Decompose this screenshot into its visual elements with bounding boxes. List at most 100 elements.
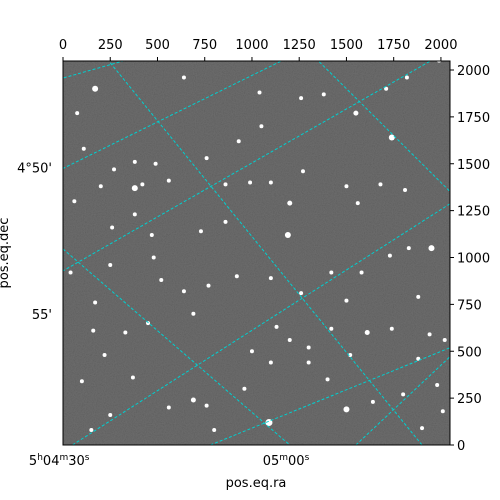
star	[403, 188, 408, 192]
star	[212, 428, 217, 432]
star	[198, 229, 203, 234]
right-tick-label: 750	[457, 298, 482, 313]
star	[166, 178, 171, 183]
star	[370, 399, 375, 404]
top-tick-label: 1500	[330, 38, 363, 53]
star	[234, 274, 239, 279]
star	[68, 270, 73, 275]
right-tick-label: 0	[457, 439, 465, 454]
top-tick-label: 1000	[235, 38, 268, 53]
star	[428, 245, 435, 252]
right-tick-label: 2000	[457, 64, 490, 79]
star	[102, 353, 107, 357]
right-tick-label: 1000	[457, 252, 490, 267]
star	[257, 90, 262, 95]
star	[190, 397, 196, 403]
image-area	[63, 61, 450, 445]
star	[204, 403, 209, 408]
image-background	[63, 61, 450, 445]
right-tick-label: 1750	[457, 111, 490, 126]
star	[306, 360, 311, 365]
star	[329, 270, 334, 275]
star	[89, 428, 94, 432]
top-tick-label: 500	[145, 38, 170, 53]
ra-tick-label: 5h04m30s	[29, 453, 90, 469]
star	[420, 426, 425, 431]
star	[140, 182, 145, 187]
star	[223, 219, 228, 224]
star	[284, 232, 291, 238]
star	[359, 270, 364, 275]
right-tick-label: 250	[457, 392, 482, 407]
top-tick-label: 2000	[424, 38, 457, 53]
star	[427, 332, 432, 337]
star	[81, 146, 86, 151]
star	[344, 184, 349, 189]
star	[130, 375, 135, 380]
star	[389, 326, 394, 331]
star	[123, 330, 128, 335]
dec-tick-label: 55'	[32, 308, 52, 323]
star	[442, 338, 447, 342]
y-axis-title: pos.eq.dec	[0, 218, 12, 289]
right-pixel-axis: 0 250 500 750 1000 1250 1500 1750 2000	[450, 64, 490, 454]
right-tick-label: 1500	[457, 158, 490, 173]
star	[72, 199, 77, 204]
grid-line	[317, 61, 450, 193]
star	[404, 75, 409, 80]
star	[299, 291, 304, 296]
right-tick-label: 500	[457, 345, 482, 360]
star	[440, 409, 445, 414]
star	[242, 386, 247, 391]
star	[406, 246, 411, 251]
grid-line	[63, 61, 283, 170]
star	[132, 159, 137, 164]
grid-line	[63, 61, 432, 272]
ra-tick-label: 05m00s	[263, 453, 310, 469]
star	[343, 406, 350, 413]
star	[92, 85, 99, 92]
star	[435, 383, 440, 387]
star	[401, 392, 406, 397]
star	[132, 212, 137, 217]
star	[93, 300, 98, 305]
star	[159, 278, 164, 282]
star	[151, 255, 156, 260]
star	[191, 311, 196, 316]
star	[274, 324, 279, 329]
star	[364, 330, 370, 335]
star	[353, 110, 359, 116]
star	[329, 326, 334, 331]
star	[378, 182, 383, 187]
star	[236, 139, 241, 144]
star	[108, 263, 113, 267]
star	[110, 225, 115, 230]
star	[166, 405, 171, 410]
star	[355, 201, 360, 206]
star	[388, 134, 395, 141]
star	[306, 345, 311, 350]
star	[75, 111, 80, 116]
top-tick-label: 1750	[377, 38, 410, 53]
star	[300, 169, 305, 174]
star	[204, 156, 209, 161]
star	[321, 92, 326, 97]
star	[384, 86, 389, 91]
star	[108, 413, 113, 417]
top-tick-label: 250	[98, 38, 123, 53]
star	[249, 349, 254, 354]
grid-line	[72, 203, 450, 445]
star	[268, 180, 273, 185]
star	[112, 167, 117, 172]
star	[248, 180, 253, 185]
star	[98, 184, 103, 189]
star	[131, 185, 138, 192]
dec-tick-label: 4°50'	[17, 162, 52, 177]
x-axis-title: pos.eq.ra	[226, 476, 287, 491]
star	[344, 298, 349, 303]
top-tick-label: 750	[192, 38, 217, 53]
star	[223, 182, 228, 187]
stars-layer	[68, 61, 447, 432]
star	[325, 377, 330, 382]
star	[181, 289, 186, 294]
